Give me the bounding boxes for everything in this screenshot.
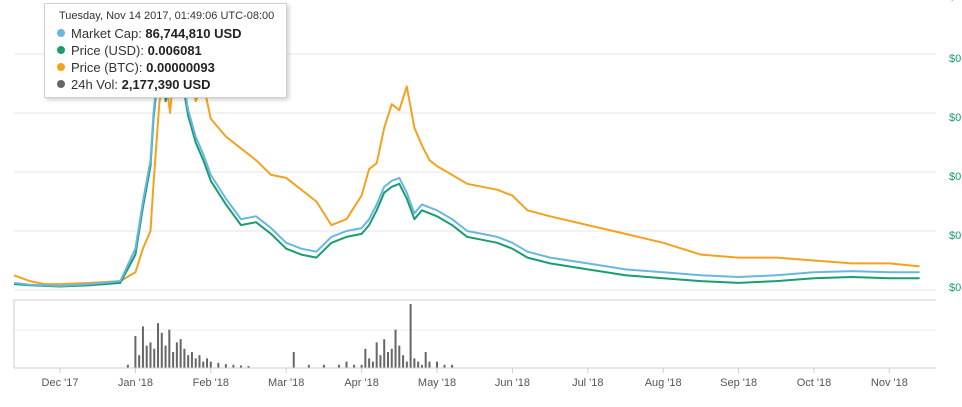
volume-bar [232, 364, 235, 368]
x-tick-label: Aug '18 [645, 377, 682, 389]
x-tick-label: Jul '18 [572, 377, 603, 389]
series-line-market-cap [13, 47, 920, 287]
tooltip-row-market-cap: Market Cap: 86,744,810 USD [57, 25, 278, 42]
volume-bar [153, 348, 156, 368]
volume-bar [307, 364, 310, 368]
volume-bar [179, 339, 182, 368]
volume-bar [247, 366, 250, 368]
volume-bar [239, 365, 242, 368]
volume-bar [420, 364, 423, 368]
volume-bar [390, 348, 393, 368]
x-tick-label: Dec '17 [42, 377, 79, 389]
volume-bar [183, 348, 186, 368]
volume-bar [402, 355, 405, 368]
volume-bar [175, 342, 178, 368]
y-tick-label: $0 [949, 112, 961, 124]
volume-bar [198, 355, 201, 368]
volume-bar [368, 358, 371, 368]
volume-bar [451, 364, 454, 368]
volume-bar [386, 352, 389, 368]
chart-gridlines [13, 53, 936, 368]
volume-bar [160, 332, 163, 368]
y-axis-labels: $0 $0 $0 $0 $0 $0 [949, 0, 961, 294]
y-tick-label: $0 [949, 230, 961, 242]
tooltip-date: Tuesday, Nov 14 2017, 01:49:06 UTC-08:00 [59, 10, 275, 22]
volume-bar [209, 361, 212, 368]
volume-bar [141, 326, 144, 368]
volume-bar [292, 352, 295, 368]
volume-bar [371, 361, 374, 368]
volume-bar [138, 355, 141, 368]
y-tick-label: $0 [949, 0, 961, 3]
tooltip-value: 2,177,390 USD [121, 77, 211, 92]
price-btc-dot-icon [57, 63, 65, 71]
x-tick-label: Jun '18 [495, 377, 530, 389]
x-tick-label: Mar '18 [268, 377, 304, 389]
tooltip-label: 24h Vol: [71, 77, 122, 92]
volume-bar [398, 345, 401, 368]
volume-dot-icon [57, 80, 65, 88]
x-axis: Dec '17 Jan '18 Feb '18 Mar '18 Apr '18 May '… [14, 367, 936, 389]
volume-bar [428, 361, 431, 368]
volume-bar [194, 358, 197, 368]
x-tick-label: Nov '18 [871, 377, 908, 389]
volume-bar [345, 361, 348, 368]
volume-bar [157, 323, 160, 368]
price-usd-dot-icon [57, 46, 65, 54]
volume-bar [322, 364, 325, 368]
x-tick-label: Oct '18 [797, 377, 832, 389]
volume-bar [168, 329, 171, 368]
volume-bar [394, 329, 397, 368]
y-tick-label: $0 [949, 53, 961, 65]
volume-bars [126, 304, 454, 368]
market-cap-dot-icon [57, 29, 65, 37]
x-tick-label: Feb '18 [193, 377, 229, 389]
volume-bar [375, 342, 378, 368]
tooltip-row-price-usd: Price (USD): 0.006081 [57, 42, 278, 59]
volume-bar [379, 355, 382, 368]
tooltip-row-price-btc: Price (BTC): 0.00000093 [57, 59, 278, 76]
tooltip-row-volume: 24h Vol: 2,177,390 USD [57, 76, 278, 93]
x-tick-label: May '18 [418, 377, 456, 389]
volume-bar [413, 358, 416, 368]
tooltip-value: 86,744,810 USD [145, 26, 242, 41]
x-tick-label: Sep '18 [720, 377, 757, 389]
tooltip-value: 0.006081 [147, 43, 202, 58]
volume-bar [145, 345, 148, 368]
volume-bar [364, 348, 367, 368]
tooltip-label: Price (BTC): [71, 60, 147, 75]
y-tick-label: $0 [949, 282, 961, 294]
volume-bar [202, 361, 205, 368]
volume-bar [134, 336, 137, 368]
volume-bar [172, 352, 175, 368]
x-tick-label: Jan '18 [118, 377, 153, 389]
price-lines [13, 5, 920, 288]
volume-bar [417, 361, 420, 368]
volume-bar [224, 364, 227, 368]
y-tick-label: $0 [949, 171, 961, 183]
volume-bar [217, 362, 220, 368]
tooltip-label: Price (USD): [71, 43, 148, 58]
volume-bar [409, 304, 412, 368]
volume-bar [126, 364, 129, 368]
volume-bar [187, 355, 190, 368]
tooltip: Tuesday, Nov 14 2017, 01:49:06 UTC-08:00… [44, 3, 287, 98]
volume-bar [360, 364, 363, 368]
volume-bar [405, 361, 408, 368]
tooltip-label: Market Cap: [71, 26, 146, 41]
volume-bar [337, 364, 340, 368]
x-tick-label: Apr '18 [344, 377, 379, 389]
volume-bar [353, 364, 356, 368]
volume-bar [164, 345, 167, 368]
volume-bar [424, 352, 427, 368]
volume-bar [436, 361, 438, 368]
volume-bar [190, 352, 193, 368]
volume-bar [206, 358, 209, 368]
volume-bar [383, 339, 386, 368]
tooltip-value: 0.00000093 [146, 60, 215, 75]
volume-bar [149, 342, 152, 368]
series-line-price-btc [13, 5, 920, 286]
volume-bar [443, 364, 446, 368]
